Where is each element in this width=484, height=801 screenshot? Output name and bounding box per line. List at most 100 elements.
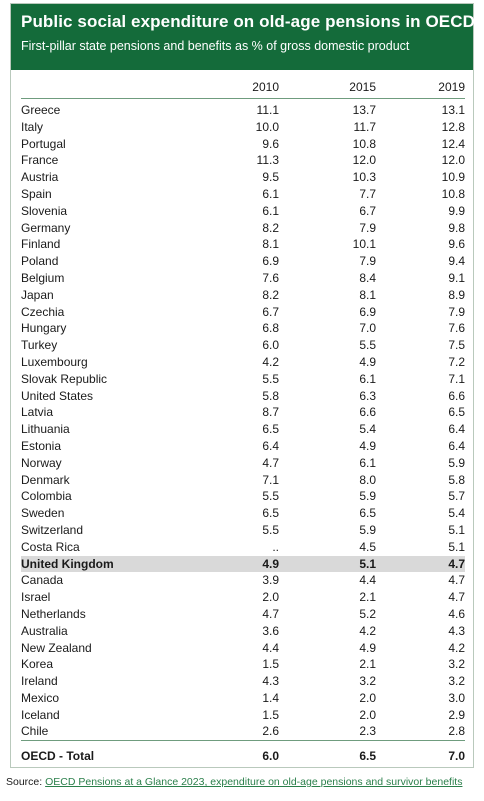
cell-country: Costa Rica [21, 539, 80, 554]
cell-2019: 6.4 [448, 422, 465, 437]
table-row: Australia 3.6 4.2 4.3 [21, 623, 465, 640]
table-row: Mexico 1.4 2.0 3.0 [21, 690, 465, 707]
table-row: Belgium 7.6 8.4 9.1 [21, 270, 465, 287]
cell-country: Mexico [21, 690, 60, 705]
table-row: Czechia 6.7 6.9 7.9 [21, 304, 465, 321]
cell-country: Hungary [21, 321, 67, 336]
cell-2015: 6.3 [359, 388, 376, 403]
cell-2019: 9.1 [448, 270, 465, 285]
cell-country: United States [21, 388, 94, 403]
cell-2019: 5.1 [448, 539, 465, 554]
source-link[interactable]: OECD Pensions at a Glance 2023, expendit… [45, 776, 463, 788]
cell-2015: 2.1 [359, 590, 376, 605]
cell-2010: 6.1 [262, 186, 279, 201]
header-2010: 2010 [252, 80, 279, 94]
total-label: OECD - Total [21, 749, 95, 764]
table-row: Hungary 6.8 7.0 7.6 [21, 320, 465, 337]
table-row: Slovenia 6.1 6.7 9.9 [21, 203, 465, 220]
cell-2019: 4.3 [448, 623, 465, 638]
cell-2015: 4.2 [359, 623, 376, 638]
cell-country: Switzerland [21, 522, 84, 537]
cell-2010: 4.4 [262, 640, 279, 655]
cell-2010: 2.6 [262, 724, 279, 739]
cell-country: Netherlands [21, 606, 86, 621]
cell-country: Czechia [21, 304, 65, 319]
cell-2010: 6.9 [262, 254, 279, 269]
cell-country: Poland [21, 254, 59, 269]
cell-2019: 5.4 [448, 506, 465, 521]
cell-country: Finland [21, 237, 61, 252]
cell-2015: 5.9 [359, 489, 376, 504]
cell-2019: 12.0 [441, 153, 465, 168]
cell-2010: 8.7 [262, 405, 279, 420]
cell-country: Chile [21, 724, 49, 739]
cell-2019: 5.9 [448, 455, 465, 470]
cell-2015: 4.9 [359, 640, 376, 655]
cell-2015: 5.4 [359, 422, 376, 437]
table-row: Korea 1.5 2.1 3.2 [21, 656, 465, 673]
table-row: Colombia 5.5 5.9 5.7 [21, 488, 465, 505]
cell-country: Canada [21, 573, 64, 588]
cell-2010: 3.9 [262, 573, 279, 588]
cell-2019: 10.8 [441, 186, 465, 201]
cell-2015: 8.4 [359, 270, 376, 285]
cell-country: Germany [21, 220, 71, 235]
cell-2019: 6.5 [448, 405, 465, 420]
table-row: Iceland 1.5 2.0 2.9 [21, 707, 465, 724]
cell-2010: 8.1 [262, 237, 279, 252]
table-body: Greece 11.1 13.7 13.1 Italy 10.0 11.7 12.8 Portu… [21, 99, 465, 741]
cell-2015: 13.7 [352, 103, 376, 117]
cell-2015: 11.7 [353, 119, 376, 134]
cell-country: Slovak Republic [21, 371, 108, 386]
cell-2019: 2.8 [448, 724, 465, 739]
cell-2010: 1.5 [262, 707, 279, 722]
table-row-highlighted: United Kingdom 4.9 5.1 4.7 [21, 555, 465, 573]
table-card: Public social expenditure on old-age pen… [10, 3, 475, 768]
cell-2015: 4.9 [359, 438, 376, 453]
table-row: Greece 11.1 13.7 13.1 [21, 99, 465, 119]
header-2019: 2019 [438, 80, 465, 94]
cell-2019: 5.1 [448, 522, 465, 537]
table-row: Lithuania 6.5 5.4 6.4 [21, 421, 465, 438]
cell-country: Latvia [21, 405, 54, 420]
cell-2015: 6.5 [359, 506, 376, 521]
cell-2019: 7.1 [448, 371, 465, 386]
cell-country: Turkey [21, 338, 58, 353]
cell-country: New Zealand [21, 640, 92, 655]
cell-2019: 12.4 [441, 136, 465, 151]
cell-2010: 1.4 [262, 690, 279, 705]
cell-2010: 8.2 [262, 220, 279, 235]
cell-2019: 9.6 [448, 237, 465, 252]
page-title: Public social expenditure on old-age pen… [21, 12, 475, 31]
cell-2015: 3.2 [359, 674, 376, 689]
cell-2010: 5.5 [262, 522, 279, 537]
title-banner: Public social expenditure on old-age pen… [11, 4, 475, 70]
cell-2019: 2.9 [448, 707, 465, 722]
cell-2010: .. [272, 539, 279, 554]
cell-country: Italy [21, 119, 44, 134]
cell-2015: 5.1 [279, 555, 376, 573]
table-row: Norway 4.7 6.1 5.9 [21, 455, 465, 472]
cell-2015: 5.5 [359, 338, 376, 353]
table-row: United States 5.8 6.3 6.6 [21, 388, 465, 405]
cell-2015: 5.9 [359, 522, 376, 537]
source-note: Source: OECD Pensions at a Glance 2023, … [6, 776, 462, 788]
cell-2010: 1.5 [262, 657, 279, 672]
cell-2019: 5.8 [448, 472, 465, 487]
cell-2010: 7.1 [262, 472, 279, 487]
total-2010: 6.0 [262, 749, 279, 764]
cell-2019: 12.8 [441, 119, 465, 134]
cell-2010: 3.6 [262, 623, 279, 638]
cell-2019: 9.4 [448, 254, 465, 269]
cell-2010: 4.7 [262, 455, 279, 470]
table-row: Spain 6.1 7.7 10.8 [21, 186, 465, 203]
cell-2010: 6.5 [262, 506, 279, 521]
cell-country: Iceland [21, 707, 60, 722]
cell-2010: 6.5 [262, 422, 279, 437]
page-subtitle: First-pillar state pensions and benefits… [21, 39, 410, 53]
cell-2015: 6.1 [359, 455, 376, 470]
cell-2010: 9.5 [262, 170, 279, 185]
cell-2019: 4.2 [448, 640, 465, 655]
cell-2015: 7.9 [359, 220, 376, 235]
